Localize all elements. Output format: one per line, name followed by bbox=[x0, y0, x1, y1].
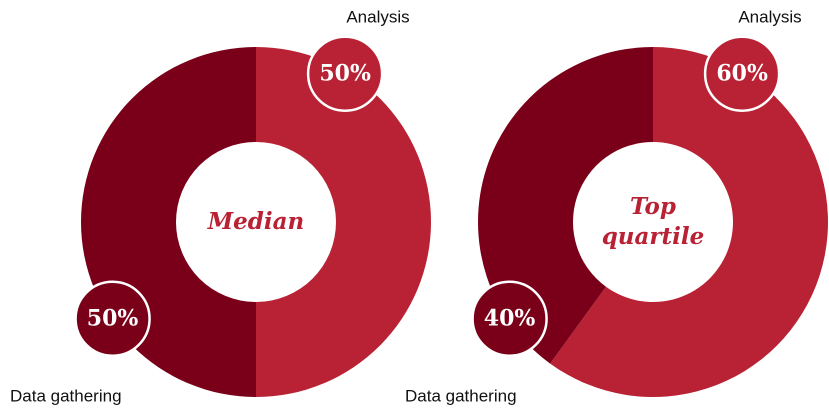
center-label: Top quartile bbox=[601, 193, 705, 250]
value-badge bbox=[703, 35, 781, 112]
value-badge bbox=[471, 280, 548, 357]
value-label: 60% bbox=[716, 61, 768, 87]
value-badge bbox=[74, 280, 151, 357]
category-label: Data gathering bbox=[10, 386, 122, 405]
value-label: 50% bbox=[87, 306, 139, 332]
value-label: 40% bbox=[484, 306, 536, 332]
value-badge bbox=[306, 35, 384, 112]
category-label: Analysis bbox=[346, 7, 409, 26]
donut-segment bbox=[550, 47, 828, 397]
category-label: Analysis bbox=[738, 7, 801, 26]
category-label: Data gathering bbox=[405, 386, 517, 405]
value-label: 50% bbox=[319, 61, 371, 87]
center-label: Median bbox=[207, 208, 305, 235]
donut-segment bbox=[256, 47, 431, 397]
